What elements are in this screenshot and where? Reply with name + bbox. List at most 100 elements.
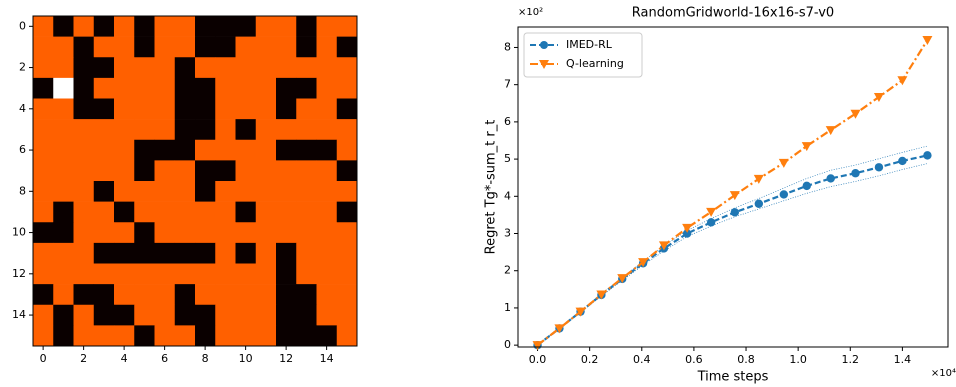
cell bbox=[195, 181, 216, 202]
cell bbox=[276, 284, 297, 306]
cell bbox=[276, 77, 297, 99]
marker bbox=[532, 341, 543, 351]
cell bbox=[33, 325, 54, 347]
cell bbox=[134, 77, 155, 99]
marker bbox=[554, 324, 565, 334]
marker bbox=[754, 199, 763, 208]
chart-title: RandomGridworld-16x16-s7-v0 bbox=[632, 6, 834, 21]
cell bbox=[296, 201, 317, 223]
band-line bbox=[537, 163, 928, 346]
cell bbox=[195, 284, 216, 306]
cell bbox=[255, 222, 277, 244]
y-tick-label: 2 bbox=[19, 61, 26, 74]
cell bbox=[114, 119, 135, 141]
cell bbox=[276, 325, 297, 347]
cell bbox=[154, 181, 176, 202]
axes-frame bbox=[32, 15, 358, 347]
y-tick-label: 14 bbox=[12, 308, 26, 321]
y-tick-label: 1 bbox=[504, 301, 511, 314]
cell bbox=[316, 201, 338, 223]
cell bbox=[154, 284, 176, 306]
cell bbox=[296, 98, 317, 120]
cell bbox=[93, 139, 115, 161]
cell bbox=[33, 57, 54, 79]
x-tick-label: 14 bbox=[320, 352, 334, 365]
cell bbox=[336, 325, 358, 347]
cell bbox=[114, 160, 135, 182]
cell bbox=[33, 201, 54, 223]
cell bbox=[276, 16, 297, 37]
cell bbox=[276, 201, 297, 223]
cell bbox=[235, 160, 257, 182]
cell bbox=[255, 242, 277, 264]
cell bbox=[235, 16, 257, 37]
marker bbox=[779, 190, 789, 199]
cell bbox=[114, 98, 135, 120]
cell bbox=[255, 139, 277, 161]
cell bbox=[174, 16, 196, 37]
cell bbox=[93, 160, 115, 182]
cell bbox=[316, 57, 338, 79]
cell bbox=[316, 284, 338, 306]
cell bbox=[134, 160, 155, 182]
marker bbox=[826, 174, 835, 183]
cell bbox=[195, 16, 216, 37]
cell bbox=[73, 284, 95, 306]
y-tick-label: 10 bbox=[12, 226, 26, 239]
y-tick-label: 8 bbox=[19, 184, 26, 197]
cell bbox=[235, 263, 257, 285]
x-tick-label: 1.2 bbox=[842, 353, 860, 366]
marker bbox=[922, 36, 933, 46]
cell bbox=[296, 284, 317, 306]
x-offset-label: ×10⁴ bbox=[931, 368, 956, 379]
cell bbox=[235, 77, 257, 99]
cell bbox=[215, 222, 236, 244]
cell bbox=[33, 284, 54, 306]
marker bbox=[596, 290, 607, 300]
cell bbox=[215, 263, 236, 285]
marker bbox=[638, 258, 649, 268]
cell bbox=[154, 242, 176, 264]
cell bbox=[134, 304, 155, 326]
cell bbox=[73, 98, 95, 120]
cell bbox=[53, 325, 74, 347]
cell bbox=[73, 325, 95, 347]
cell bbox=[134, 139, 155, 161]
cell bbox=[195, 77, 216, 99]
cell bbox=[93, 201, 115, 223]
cell bbox=[73, 222, 95, 244]
marker bbox=[658, 241, 669, 251]
cell bbox=[215, 77, 236, 99]
cell bbox=[336, 242, 358, 264]
cell bbox=[73, 77, 95, 99]
cell bbox=[215, 181, 236, 202]
cell bbox=[134, 263, 155, 285]
cell bbox=[134, 57, 155, 79]
legend-marker bbox=[539, 60, 549, 69]
cell bbox=[195, 201, 216, 223]
cell bbox=[93, 16, 115, 37]
cell bbox=[255, 77, 277, 99]
cell bbox=[93, 119, 115, 141]
marker bbox=[730, 208, 740, 217]
cell bbox=[276, 36, 297, 58]
cell bbox=[336, 57, 358, 79]
x-tick-label: 0.2 bbox=[581, 353, 599, 366]
cell bbox=[174, 57, 196, 79]
cell bbox=[336, 284, 358, 306]
cell bbox=[195, 160, 216, 182]
cell bbox=[33, 304, 54, 326]
cell bbox=[154, 263, 176, 285]
cell bbox=[336, 160, 358, 182]
cell bbox=[296, 77, 317, 99]
cell bbox=[296, 57, 317, 79]
y-offset-label: ×10² bbox=[518, 7, 543, 18]
cell bbox=[276, 160, 297, 182]
cell bbox=[235, 201, 257, 223]
cell bbox=[174, 160, 196, 182]
cell bbox=[215, 98, 236, 120]
cell bbox=[53, 98, 74, 120]
cell bbox=[215, 160, 236, 182]
cell bbox=[296, 119, 317, 141]
